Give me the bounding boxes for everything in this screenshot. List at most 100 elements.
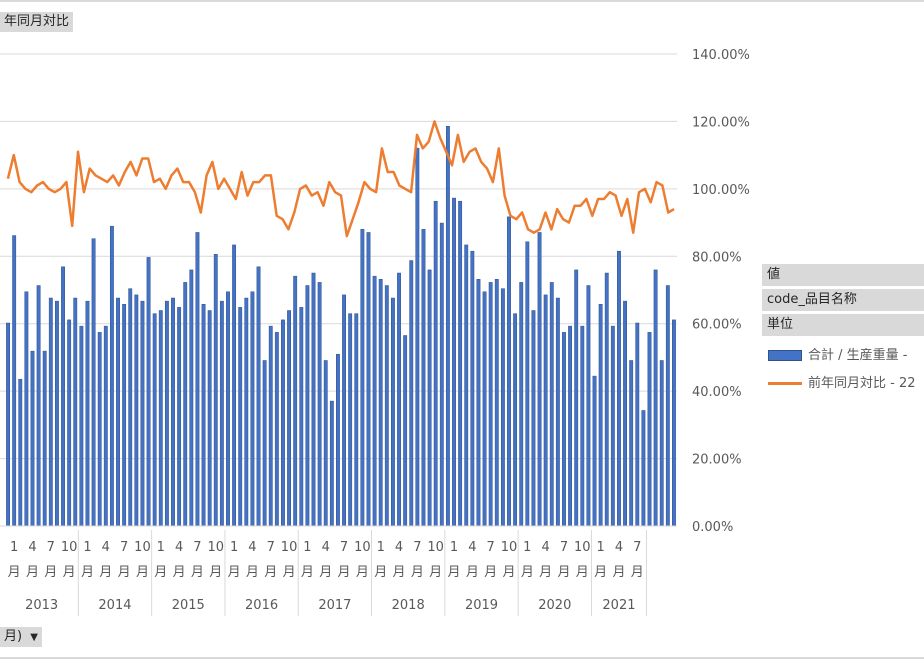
x-tick-month-suffix: 月	[191, 565, 204, 580]
legend-entry-yoy[interactable]: 前年同月対比 - 22	[762, 373, 924, 395]
secondary-y-tick-label: 100.00%	[692, 183, 750, 198]
x-tick-month-label: 7	[120, 540, 128, 555]
bar	[116, 297, 120, 527]
x-tick-month-label: 10	[134, 540, 151, 555]
x-tick-month-suffix: 月	[612, 565, 625, 580]
x-tick-month-suffix: 月	[429, 565, 442, 580]
x-tick-year-label: 2019	[465, 598, 498, 613]
x-tick-month-suffix: 月	[374, 565, 387, 580]
bar	[244, 297, 249, 527]
x-tick-month-label: 10	[501, 540, 518, 555]
bar	[317, 282, 322, 527]
bar	[519, 282, 524, 527]
x-tick-month-suffix: 月	[319, 565, 332, 580]
bar	[250, 291, 255, 527]
bar	[354, 313, 359, 527]
x-tick-month-suffix: 月	[393, 565, 406, 580]
bar	[409, 260, 414, 527]
x-tick-month-suffix: 月	[521, 565, 534, 580]
x-tick-month-suffix: 月	[539, 565, 552, 580]
bar	[36, 285, 41, 527]
bar	[543, 294, 548, 527]
x-tick-month-label: 1	[377, 540, 385, 555]
bar	[537, 232, 542, 527]
bar	[24, 291, 29, 527]
secondary-y-tick-label: 80.00%	[692, 250, 742, 265]
bar	[421, 229, 426, 527]
x-tick-month-suffix: 月	[466, 565, 479, 580]
bar	[226, 291, 230, 527]
bar	[562, 332, 566, 527]
bar	[513, 313, 518, 527]
bar	[372, 275, 377, 527]
bar	[452, 197, 456, 527]
x-tick-month-label: 7	[193, 540, 201, 555]
legend-entry-label: 前年同月対比 - 22	[808, 376, 916, 391]
bar	[97, 332, 102, 527]
secondary-y-tick-label: 0.00%	[692, 520, 733, 535]
x-tick-month-suffix: 月	[502, 565, 515, 580]
x-tick-month-suffix: 月	[283, 565, 296, 580]
bar	[586, 285, 591, 527]
bar	[146, 257, 151, 527]
dropdown-arrow-icon[interactable]: ▼	[30, 632, 38, 643]
bar	[128, 288, 133, 527]
x-tick-month-label: 10	[281, 540, 298, 555]
bar	[158, 310, 163, 527]
bar	[458, 200, 463, 527]
x-tick-month-suffix: 月	[26, 565, 39, 580]
bar	[470, 250, 475, 527]
x-tick-month-suffix: 月	[99, 565, 112, 580]
bar	[287, 310, 292, 527]
bar	[439, 222, 444, 527]
bar	[311, 272, 316, 527]
legend-header-item-name[interactable]: code_品目名称	[762, 289, 924, 314]
secondary-y-tick-label: 40.00%	[692, 385, 742, 400]
x-tick-month-label: 1	[303, 540, 311, 555]
x-tick-month-label: 10	[207, 540, 224, 555]
bar	[427, 269, 432, 527]
x-tick-month-suffix: 月	[8, 565, 21, 580]
legend-entry-production-weight[interactable]: 合計 / 生産重量 -	[762, 345, 924, 367]
x-tick-month-suffix: 月	[484, 565, 497, 580]
legend-header-unit[interactable]: 単位	[762, 314, 924, 339]
bar	[164, 300, 169, 527]
bar	[598, 304, 603, 527]
bar	[494, 279, 499, 527]
bar	[592, 375, 597, 527]
bar	[6, 322, 10, 527]
legend: 値 code_品目名称 単位 合計 / 生産重量 - 前年同月対比 - 22	[762, 264, 924, 395]
bar	[549, 282, 554, 527]
x-tick-month-suffix: 月	[557, 565, 570, 580]
bar	[122, 304, 127, 527]
secondary-y-tick-label: 20.00%	[692, 453, 742, 468]
bar	[213, 254, 218, 527]
x-tick-month-label: 4	[175, 540, 183, 555]
x-tick-month-label: 1	[596, 540, 604, 555]
bar	[397, 272, 401, 527]
x-tick-month-suffix: 月	[118, 565, 131, 580]
bar	[580, 325, 585, 527]
legend-header-values[interactable]: 値	[762, 264, 924, 289]
x-tick-month-label: 10	[427, 540, 444, 555]
bar	[42, 350, 47, 527]
bar	[574, 269, 579, 527]
bar	[672, 319, 676, 527]
bar	[305, 285, 310, 527]
bar	[103, 325, 108, 527]
bar	[219, 300, 224, 527]
x-tick-month-label: 4	[615, 540, 623, 555]
x-tick-year-label: 2021	[602, 598, 635, 613]
bar	[54, 300, 59, 527]
bar	[195, 232, 200, 527]
x-tick-month-label: 7	[487, 540, 495, 555]
bar	[665, 285, 670, 527]
axis-field-button[interactable]: 月) ▼	[0, 627, 42, 647]
bar	[342, 294, 346, 527]
bar	[91, 238, 96, 527]
bar	[635, 322, 640, 527]
value-field-button[interactable]: 年同月対比	[0, 12, 74, 32]
bar	[207, 310, 212, 527]
x-tick-month-suffix: 月	[301, 565, 314, 580]
